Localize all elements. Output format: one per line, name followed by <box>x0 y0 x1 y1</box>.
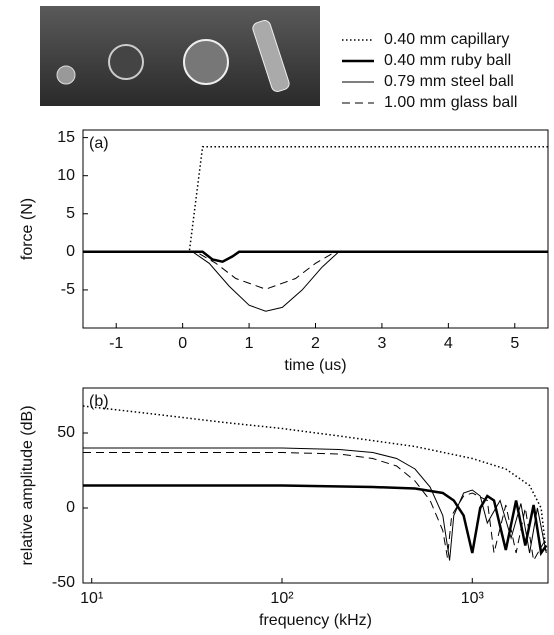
legend-label: 0.40 mm capillary <box>384 31 509 48</box>
y-tick-label: 15 <box>57 129 75 146</box>
x-tick-label: 10¹ <box>80 590 103 607</box>
y-tick-label: 50 <box>57 424 75 441</box>
x-tick-label: 5 <box>510 335 519 352</box>
y-tick-label: 10 <box>57 167 75 184</box>
x-tick-label: 2 <box>311 335 320 352</box>
y-tick-label: 0 <box>66 243 75 260</box>
series-line <box>83 146 548 253</box>
x-tick-label: -1 <box>109 335 123 352</box>
legend-label: 0.40 mm ruby ball <box>384 52 511 69</box>
series-line <box>83 251 548 312</box>
y-axis-label: force (N) <box>19 198 36 260</box>
series-line <box>82 405 548 554</box>
y-tick-label: 0 <box>66 499 75 516</box>
legend-label: 1.00 mm glass ball <box>384 94 517 111</box>
series-line <box>83 447 547 561</box>
legend-label: 0.79 mm steel ball <box>384 73 514 90</box>
y-tick-label: 5 <box>66 205 75 222</box>
x-tick-label: 10³ <box>461 590 485 607</box>
panel-label: (a) <box>89 135 109 152</box>
series-line <box>83 484 548 557</box>
x-axis-label: frequency (kHz) <box>259 612 372 629</box>
y-axis-label: relative amplitude (dB) <box>19 405 36 565</box>
x-tick-label: 4 <box>444 335 453 352</box>
series-line <box>83 250 548 264</box>
x-tick-label: 1 <box>245 335 254 352</box>
y-tick-label: -5 <box>61 281 75 298</box>
panel-label: (b) <box>89 393 109 410</box>
x-tick-label: 0 <box>178 335 187 352</box>
x-axis-label: time (us) <box>284 357 346 374</box>
x-tick-label: 10² <box>270 590 294 607</box>
legend: 0.40 mm capillary 0.40 mm ruby ball 0.79 m… <box>342 31 517 111</box>
series-line <box>83 452 547 562</box>
series-line <box>83 251 548 290</box>
photo <box>40 6 320 106</box>
x-tick-label: 3 <box>377 335 386 352</box>
plot-frame <box>82 129 549 329</box>
y-tick-label: -50 <box>52 574 75 591</box>
